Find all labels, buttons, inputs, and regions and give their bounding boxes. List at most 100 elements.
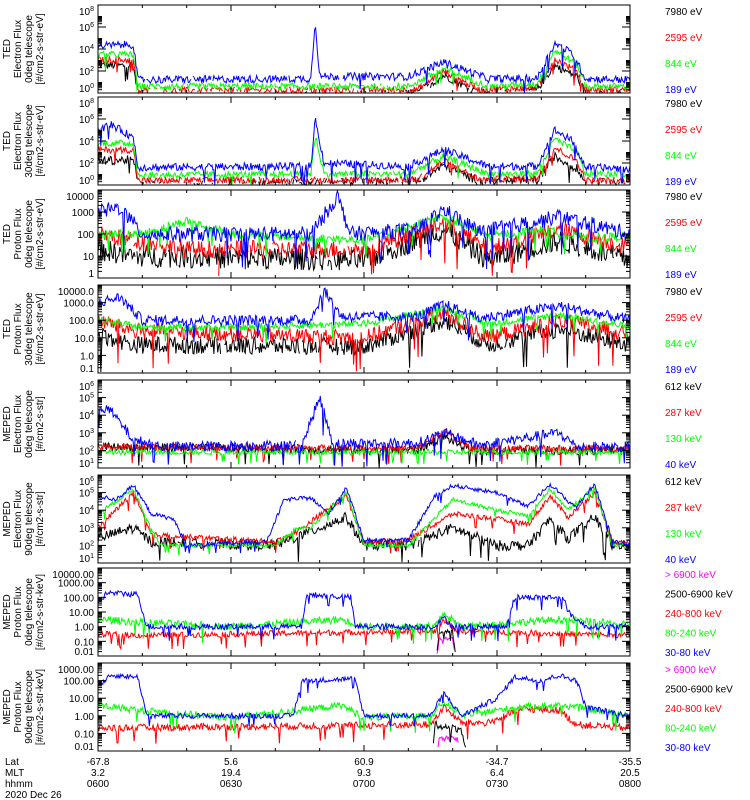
legend-entry: 612 keV	[665, 477, 702, 488]
y-tick-base: 10	[79, 446, 91, 457]
panel-frame	[97, 284, 631, 374]
x-tick-label: 20.5	[620, 768, 640, 779]
y-tick-label: 106	[79, 114, 94, 126]
panel-8: > 6900 keV 2500-6900 keV 240-800 keV 80-240…	[2, 662, 733, 754]
y-axis-label-line: TED	[2, 131, 13, 151]
y-tick-base: 0.01	[75, 647, 95, 658]
y-tick-label: 0.10	[75, 637, 95, 648]
y-tick-base: 10.0	[75, 334, 95, 345]
series-line-240-800-kev	[97, 618, 631, 651]
x-tick-label: 0600	[87, 779, 110, 790]
y-tick-label: 104	[79, 136, 94, 148]
y-tick-label: 1.00	[75, 623, 95, 634]
y-tick-label: 105	[79, 393, 94, 405]
y-tick-exponent: 1	[90, 553, 94, 560]
legend-entry: 189 eV	[665, 177, 697, 188]
legend-entry: 7980 eV	[665, 287, 703, 298]
series-line-287-kev	[97, 490, 631, 554]
y-tick-base: 10	[79, 411, 91, 422]
series-line--6900-kev	[437, 735, 459, 748]
y-tick-exponent: 4	[90, 136, 94, 143]
y-tick-exponent: 6	[90, 381, 94, 388]
y-axis-label-line: 30deg telescope	[24, 104, 35, 178]
y-axis-label-line: Proton Flux	[13, 681, 24, 732]
y-tick-base: 10000.00	[52, 570, 94, 581]
y-tick-exponent: 6	[90, 22, 94, 29]
y-tick-exponent: 2	[90, 66, 94, 73]
series-line-2595-ev	[97, 145, 631, 186]
y-tick-exponent: 2	[90, 158, 94, 165]
x-tick-label: -67.8	[87, 757, 110, 768]
y-tick-exponent: 4	[90, 410, 94, 417]
y-tick-base: 10.00	[69, 608, 94, 619]
y-tick-exponent: 5	[90, 393, 94, 400]
x-row-label: MLT	[5, 768, 24, 779]
y-tick-label: 106	[79, 476, 94, 488]
series-line-287-kev	[97, 428, 631, 466]
y-axis-label-line: 0deg telescope	[24, 15, 35, 83]
y-tick-label: 0.01	[75, 742, 95, 753]
series-line--6900-kev	[436, 636, 455, 654]
y-tick-label: 100.00	[63, 677, 94, 688]
y-axis-label-line: Proton Flux	[13, 208, 24, 259]
y-tick-base: 100.00	[63, 677, 94, 688]
y-axis-label-line: MEPED	[2, 594, 13, 630]
legend-entry: 189 eV	[665, 85, 697, 96]
series-line-30-80-kev	[97, 672, 631, 727]
y-tick-label: 101	[79, 458, 94, 470]
series-line-2595-ev	[97, 307, 631, 372]
y-tick-base: 10000	[66, 192, 94, 203]
x-tick-label: -34.7	[486, 757, 509, 768]
series-line-612-kev	[97, 511, 631, 563]
y-tick-base: 10.00	[69, 694, 94, 705]
series-line-189-ev	[97, 118, 631, 185]
y-axis-label-line: 0deg telescope	[24, 390, 35, 458]
y-tick-base: 1.0	[80, 351, 94, 362]
y-tick-base: 10	[79, 477, 91, 488]
y-tick-exponent: 3	[90, 523, 94, 530]
legend-entry: 2595 eV	[665, 33, 703, 44]
series-line-844-ev	[97, 49, 631, 92]
y-tick-label: 10	[83, 252, 95, 263]
panel-3: 7980 eV 2595 eV 844 eV 189 eV 1 10 100 1000 1000…	[2, 189, 703, 281]
y-tick-label: 105	[79, 488, 94, 500]
y-axis-label-line: Electron Flux	[13, 490, 24, 548]
legend-entry: 287 keV	[665, 503, 702, 514]
legend-entry: 7980 eV	[665, 192, 703, 203]
y-tick-exponent: 0	[90, 175, 94, 182]
y-tick-base: 1000.00	[58, 665, 95, 676]
y-tick-label: 101	[79, 553, 94, 565]
y-tick-base: 10	[79, 489, 91, 500]
y-tick-label: 104	[79, 410, 94, 422]
y-axis-label-line: MEPED	[2, 406, 13, 442]
y-tick-label: 1.0	[80, 351, 94, 362]
x-tick-label: 3.2	[91, 768, 105, 779]
series-line-2595-ev	[97, 217, 631, 276]
y-tick-base: 10000.0	[58, 287, 95, 298]
series-line-189-ev	[97, 189, 631, 270]
y-tick-exponent: 1	[90, 458, 94, 465]
y-axis-label-line: Electron Flux	[13, 20, 24, 78]
legend-entry: 7980 eV	[665, 99, 703, 110]
y-axis-label-line: 90deg telescope	[24, 482, 35, 556]
series-line-2500-6900-kev	[432, 720, 467, 748]
legend-entry: 30-80 keV	[665, 648, 711, 659]
legend-entry: 240-800 keV	[665, 704, 722, 715]
y-tick-base: 1000	[72, 208, 95, 219]
x-tick-label: 19.4	[221, 768, 241, 779]
y-axis-label-line: 0deg telescope	[24, 578, 35, 646]
panel-7: > 6900 keV 2500-6900 keV 240-800 keV 80-240…	[2, 567, 733, 659]
x-tick-label: 0700	[353, 779, 376, 790]
legend-entry: 287 keV	[665, 408, 702, 419]
y-tick-label: 1000.0	[63, 299, 94, 310]
legend-entry: 2595 eV	[665, 218, 703, 229]
x-row-label: hhmm	[5, 779, 33, 790]
series-line-844-ev	[97, 213, 631, 258]
legend-entry: 80-240 keV	[665, 629, 716, 640]
series-line-40-kev	[97, 395, 631, 467]
y-tick-label: 102	[79, 445, 94, 457]
legend-entry: 40 keV	[665, 555, 696, 566]
